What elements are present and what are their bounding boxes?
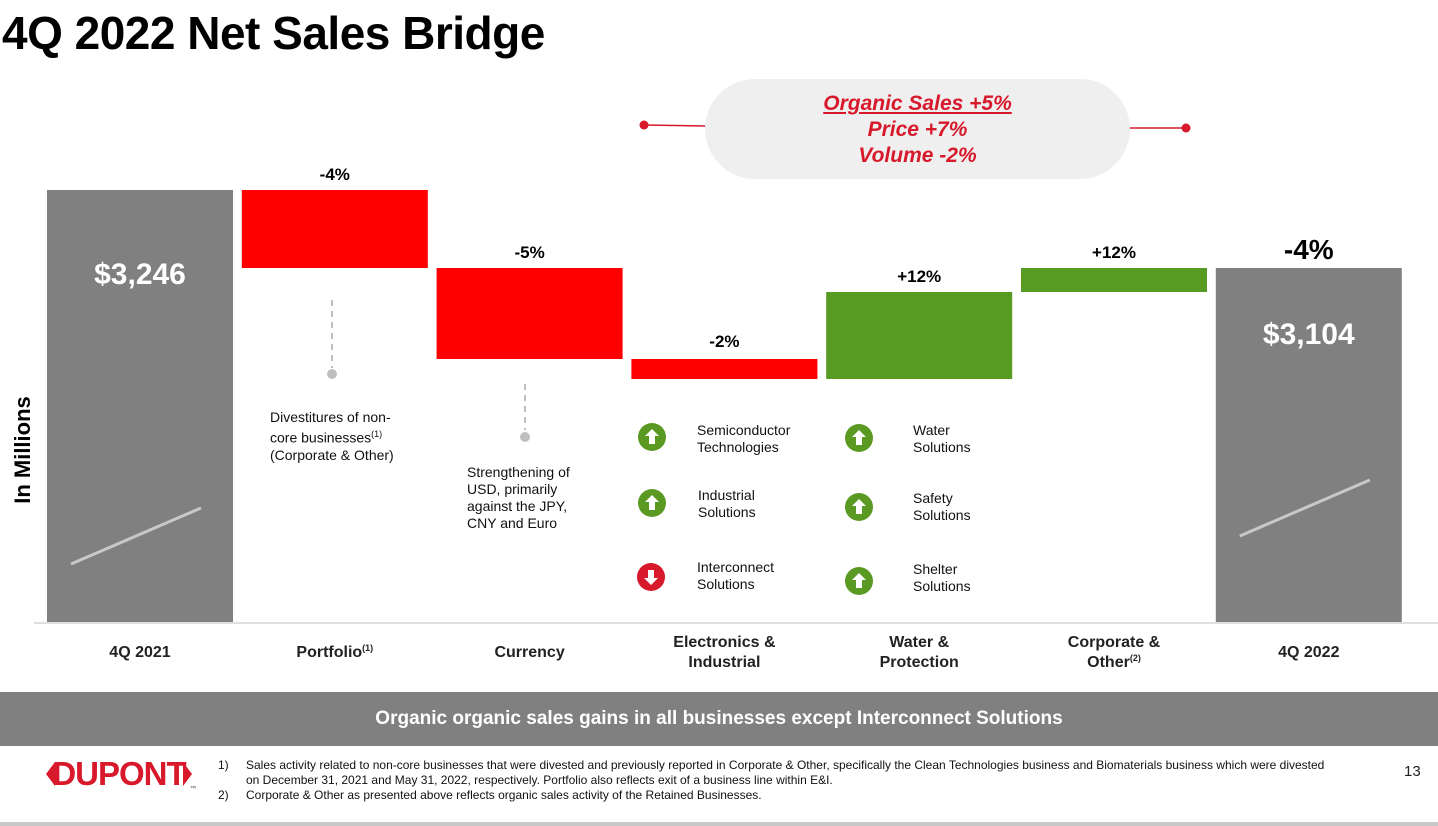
category-label: 4Q 2022 xyxy=(1278,644,1339,661)
y-axis-label: In Millions xyxy=(10,396,35,504)
bar-3 xyxy=(631,359,818,379)
category-label: Water & xyxy=(889,634,949,651)
category-label: Industrial xyxy=(688,654,760,671)
pct-label-1: -4% xyxy=(320,165,350,184)
arrow-down-icon xyxy=(637,563,665,591)
footnotes: 1) Sales activity related to non-core bu… xyxy=(218,758,1328,803)
logo-wordmark: DUPONT xyxy=(52,755,186,792)
bar-6 xyxy=(1215,268,1402,622)
arrow-up-icon xyxy=(845,567,873,595)
bar-accent-line xyxy=(1239,478,1371,538)
bar-2 xyxy=(436,268,623,359)
driver-shelter: Shelter Solutions xyxy=(913,561,971,594)
bar-1 xyxy=(241,190,428,268)
total-change-label: -4% xyxy=(1284,234,1334,265)
dupont-logo: DUPONT ™ xyxy=(44,754,196,794)
driver-safety: Safety Solutions xyxy=(913,490,971,523)
total-value-label: $3,246 xyxy=(94,258,186,291)
page-number: 13 xyxy=(1404,763,1421,780)
category-label: Corporate & xyxy=(1068,634,1161,651)
bar-accent-line xyxy=(70,506,202,566)
category-footnote-ref: (2) xyxy=(1130,653,1141,663)
footnote-1: 1) Sales activity related to non-core bu… xyxy=(218,758,1325,787)
organic-sales-line: Organic Sales +5% xyxy=(823,92,1012,115)
callout-line-left xyxy=(643,124,707,127)
arrow-up-icon xyxy=(845,424,873,452)
price-line: Price +7% xyxy=(867,118,968,141)
category-label: Protection xyxy=(880,654,959,671)
footnote-2: 2) Corporate & Other as presented above … xyxy=(218,788,762,802)
pct-label-5: +12% xyxy=(1092,243,1136,262)
category-label: Other(2) xyxy=(1087,653,1141,671)
category-label: Electronics & xyxy=(673,634,776,651)
bottom-rule xyxy=(0,822,1438,826)
organic-sales-callout: Organic Sales +5% Price +7% Volume -2% xyxy=(705,79,1130,179)
currency-connector-dot xyxy=(520,432,530,442)
bar-5 xyxy=(1021,268,1207,292)
waterfall-chart: $3,246 4Q 2021 -4% Portfolio(1) -5% Currency -… xyxy=(34,120,1438,671)
arrow-up-icon xyxy=(845,493,873,521)
bar-0 xyxy=(47,190,233,622)
trademark-mark: ™ xyxy=(190,786,196,792)
callout-dot-left xyxy=(639,120,649,130)
pct-label-4: +12% xyxy=(897,267,941,286)
driver-interconnect: Interconnect Solutions xyxy=(697,559,775,592)
driver-industrial: Industrial Solutions xyxy=(698,487,756,520)
currency-note: Strengthening of USD, primarily against … xyxy=(467,464,570,531)
arrow-up-icon xyxy=(638,489,666,517)
category-label: 4Q 2021 xyxy=(109,644,170,661)
total-value-label: $3,104 xyxy=(1263,318,1355,351)
driver-water: Water Solutions xyxy=(913,422,971,455)
portfolio-connector-dot xyxy=(327,369,337,379)
arrow-up-icon xyxy=(638,423,666,451)
category-label: Portfolio(1) xyxy=(296,643,373,661)
category-footnote-ref: (1) xyxy=(362,643,373,653)
page-title: 4Q 2022 Net Sales Bridge xyxy=(2,7,545,59)
summary-banner: Organic organic sales gains in all busin… xyxy=(0,692,1438,746)
volume-line: Volume -2% xyxy=(858,144,977,167)
bar-4 xyxy=(826,292,1013,379)
pct-label-2: -5% xyxy=(514,243,544,262)
driver-semiconductor: Semiconductor Technologies xyxy=(697,422,791,455)
portfolio-note: Divestitures of non- core businesses(1) … xyxy=(270,409,394,463)
callout-dot-right xyxy=(1181,123,1191,133)
category-label: Currency xyxy=(494,644,564,661)
pct-label-3: -2% xyxy=(709,332,739,351)
